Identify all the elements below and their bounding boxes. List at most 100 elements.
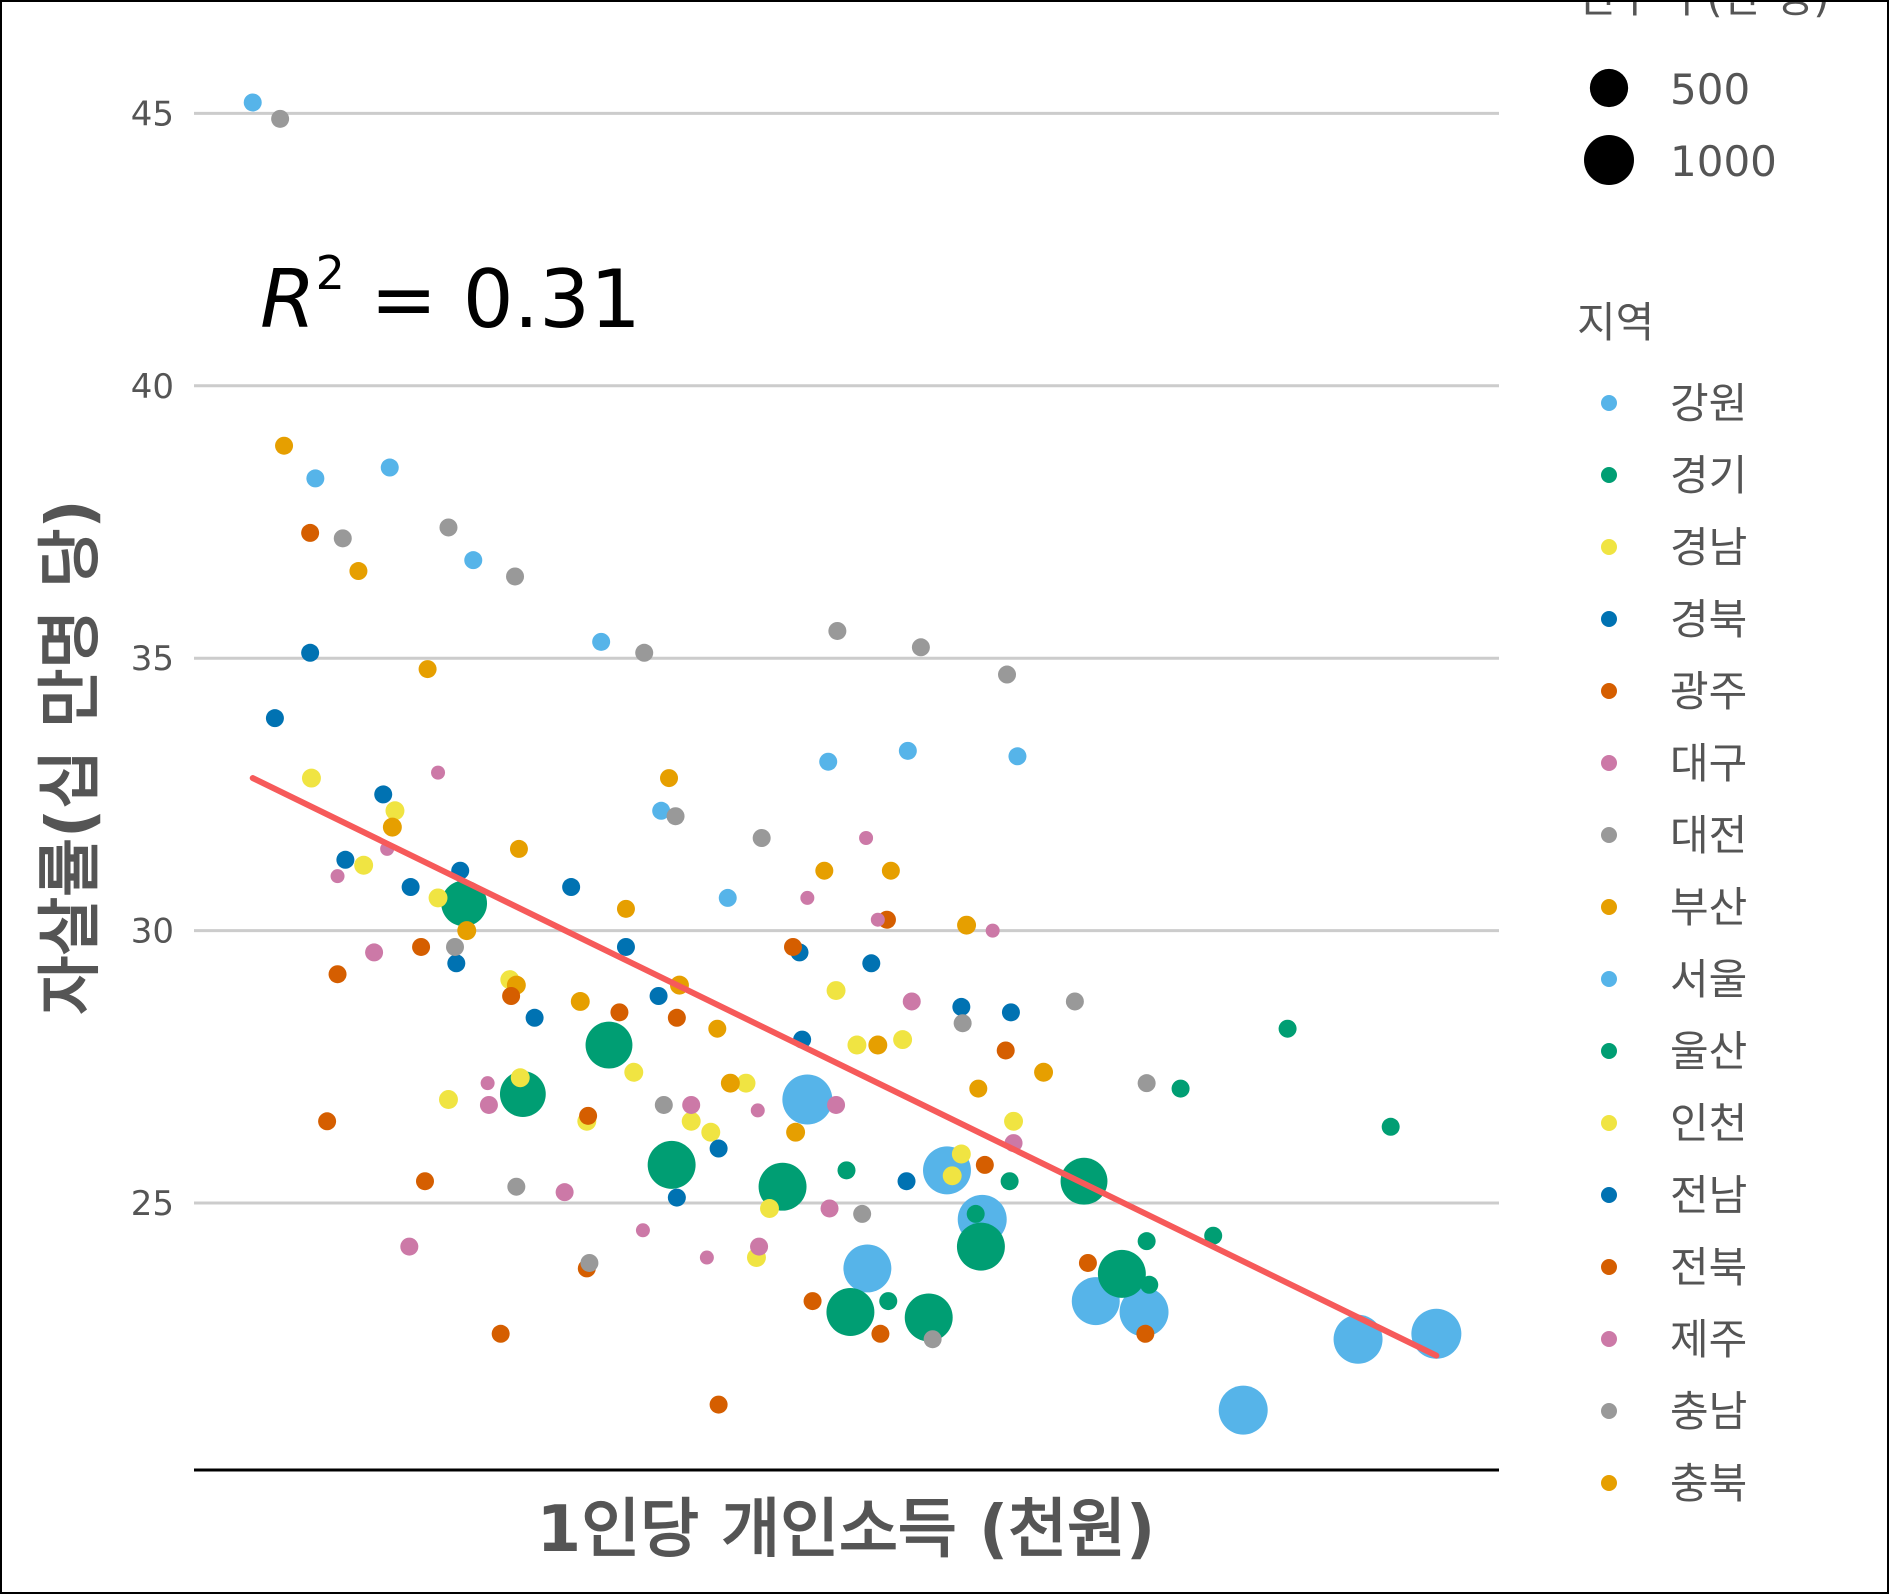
data-point — [871, 1324, 890, 1343]
data-point — [1218, 1385, 1268, 1435]
gridlines — [194, 111, 1499, 1205]
data-point — [803, 1292, 822, 1311]
data-point — [507, 1177, 526, 1196]
r-squared-label: R — [260, 253, 316, 346]
data-point — [868, 1035, 888, 1055]
color-legend-label-9: 울산 — [1670, 1027, 1747, 1076]
data-point — [243, 93, 262, 112]
size-legend-label-1000: 1000 — [1670, 137, 1777, 186]
data-point — [400, 1237, 419, 1256]
data-point — [446, 937, 464, 956]
color-legend-label-7: 부산 — [1670, 883, 1747, 932]
data-point — [1097, 1249, 1146, 1298]
size-legend-title: 인구 수(만 명) — [1577, 2, 1830, 22]
color-legend-dot-3 — [1601, 611, 1617, 627]
data-point — [820, 1199, 839, 1218]
y-tick-label-30: 30 — [131, 912, 174, 952]
data-point — [1278, 1019, 1297, 1038]
data-point — [1004, 1111, 1024, 1131]
data-point — [457, 921, 477, 941]
data-point — [1078, 1253, 1097, 1272]
data-point — [649, 987, 668, 1005]
data-point — [956, 1222, 1005, 1271]
color-legend-dot-9 — [1601, 1043, 1617, 1059]
data-point — [953, 1014, 972, 1033]
x-axis-title: 1인당 개인소득 (천원) — [537, 1493, 1156, 1567]
data-point — [415, 1172, 434, 1191]
data-point — [667, 1188, 686, 1207]
data-point — [439, 518, 458, 537]
data-point — [562, 878, 581, 897]
data-point — [301, 523, 320, 542]
y-tick-label-40: 40 — [131, 367, 174, 407]
data-point — [570, 991, 590, 1011]
data-point — [736, 1073, 756, 1093]
data-point — [660, 769, 679, 788]
data-point — [1137, 1074, 1156, 1093]
data-point — [681, 1111, 701, 1131]
y-tick-label-25: 25 — [131, 1184, 174, 1224]
data-point — [826, 981, 846, 1001]
r-squared-value: = 0.31 — [345, 253, 641, 346]
data-point — [975, 1155, 994, 1174]
data-point — [881, 861, 900, 880]
data-point — [271, 109, 290, 128]
y-tick-label-45: 45 — [131, 94, 174, 134]
legend: 인구 수(만 명) 500 1000 지역 강원경기경남경북광주대구대전부산서울울… — [1577, 2, 1830, 1508]
color-legend-dot-11 — [1601, 1187, 1617, 1203]
data-point — [592, 632, 611, 651]
data-point — [585, 1021, 633, 1069]
data-point — [509, 839, 528, 858]
data-point — [870, 912, 885, 927]
data-point — [862, 954, 881, 973]
color-legend-dot-12 — [1601, 1259, 1617, 1275]
data-points — [243, 93, 1462, 1435]
data-point — [826, 1288, 875, 1336]
data-point — [718, 888, 737, 907]
size-legend-dot-1000 — [1584, 135, 1634, 185]
data-point — [957, 915, 977, 935]
data-point — [525, 1008, 544, 1027]
size-legend-label-500: 500 — [1670, 65, 1750, 114]
data-point — [1008, 747, 1027, 766]
data-point — [1381, 1117, 1400, 1136]
data-point — [365, 943, 384, 962]
data-point — [616, 899, 635, 918]
data-point — [510, 1068, 530, 1088]
data-point — [506, 567, 525, 586]
data-point — [952, 997, 971, 1016]
color-legend-label-3: 경북 — [1670, 595, 1747, 644]
data-point — [750, 1237, 769, 1256]
data-point — [654, 1095, 673, 1114]
data-point — [265, 709, 284, 728]
data-point — [815, 861, 834, 880]
color-legend-dot-2 — [1601, 539, 1617, 555]
data-point — [380, 458, 399, 477]
data-point — [942, 1166, 962, 1186]
data-point — [1137, 1232, 1156, 1251]
data-point — [701, 1122, 721, 1142]
data-point — [349, 562, 368, 581]
data-point — [610, 1003, 629, 1022]
color-legend-dot-10 — [1601, 1115, 1617, 1131]
data-point — [911, 638, 930, 657]
data-point — [859, 831, 874, 845]
color-legend-label-11: 전남 — [1670, 1171, 1747, 1220]
data-point — [843, 1244, 892, 1293]
trend-line — [249, 775, 1440, 1359]
data-point — [382, 817, 402, 837]
data-point — [439, 1090, 458, 1109]
color-legend-label-2: 경남 — [1670, 523, 1747, 572]
data-point — [616, 937, 635, 956]
data-point — [635, 643, 654, 662]
data-point — [480, 1076, 495, 1091]
color-legend-label-12: 전북 — [1670, 1243, 1747, 1292]
data-point — [624, 1062, 644, 1082]
color-legend-dot-6 — [1601, 827, 1617, 843]
data-point — [447, 954, 466, 973]
data-point — [502, 987, 521, 1005]
color-legend-dot-8 — [1601, 971, 1617, 987]
data-point — [760, 1199, 779, 1218]
data-point — [428, 888, 448, 908]
